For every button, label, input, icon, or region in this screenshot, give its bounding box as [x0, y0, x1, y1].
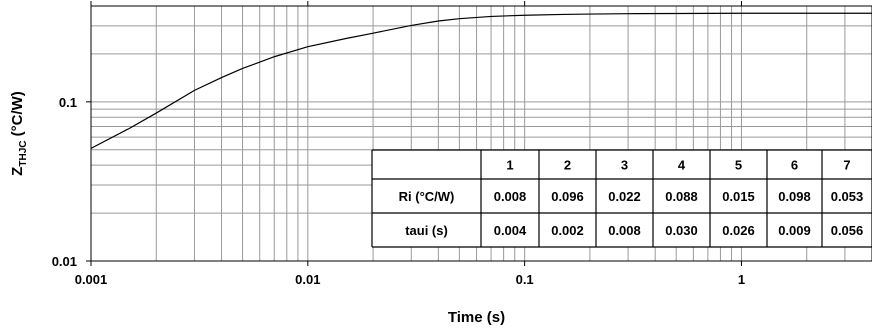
y-axis-title-unit: (°C/W) — [9, 91, 26, 140]
table-header-cell: 1 — [506, 158, 513, 173]
table-cell: 0.026 — [722, 223, 755, 238]
series-line — [90, 12, 872, 149]
table-cell: 0.088 — [665, 189, 698, 204]
table-header-cell: 3 — [621, 158, 628, 173]
table-background — [372, 150, 872, 247]
table-cell: 0.022 — [608, 189, 641, 204]
y-axis-title-subscript: THJC — [18, 141, 29, 167]
table-cell: 0.004 — [494, 223, 527, 238]
table-cell: 0.008 — [494, 189, 527, 204]
table-header-cell: 4 — [678, 158, 686, 173]
table-row-label: taui (s) — [405, 223, 448, 238]
tick-labels: 0.001 0.01 0.1 1 0.01 0.1 — [52, 95, 745, 287]
x-tick-label: 1 — [738, 272, 745, 287]
table-header-cell: 2 — [564, 158, 571, 173]
x-tick-label: 0.1 — [516, 272, 534, 287]
x-tick-label: 0.01 — [295, 272, 320, 287]
thermal-rc-table: 1 2 3 4 5 6 7 Ri (°C/W) 0.008 0.096 0.022 0.088 0.01… — [371, 149, 872, 248]
y-tick-label: 0.01 — [52, 254, 77, 269]
table-cell: 0.008 — [608, 223, 641, 238]
table-cell: 0.053 — [831, 189, 864, 204]
plot-frame — [90, 5, 872, 262]
y-tick-label: 0.1 — [59, 95, 77, 110]
table-cell: 0.096 — [551, 189, 584, 204]
x-tick-label: 0.001 — [75, 272, 108, 287]
table-cell: 0.098 — [778, 189, 811, 204]
table-cell: 0.015 — [722, 189, 755, 204]
y-axis-title: ZTHJC (°C/W) — [9, 91, 29, 176]
table-header-cell: 7 — [843, 158, 850, 173]
table-header-cell: 6 — [791, 158, 798, 173]
tick-marks — [86, 1, 742, 266]
table-cell: 0.002 — [551, 223, 584, 238]
y-axis-title-main: Z — [9, 167, 26, 176]
table-cell: 0.009 — [778, 223, 811, 238]
table-row-label: Ri (°C/W) — [399, 189, 455, 204]
table-cell: 0.056 — [831, 223, 864, 238]
table-cell: 0.030 — [665, 223, 698, 238]
table-header-cell: 5 — [735, 158, 742, 173]
x-axis-title: Time (s) — [448, 309, 505, 326]
